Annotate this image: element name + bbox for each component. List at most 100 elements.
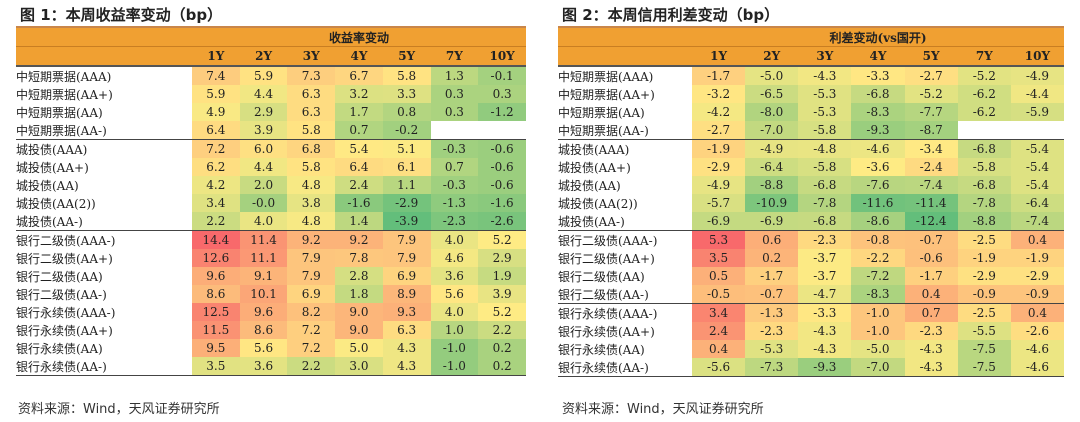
value-cell: 5.2 xyxy=(478,303,526,321)
value-cell: -2.7 xyxy=(692,121,746,140)
value-cell: 6.4 xyxy=(192,121,240,140)
row-label: 城投债(AA) xyxy=(16,178,79,193)
value-cell: -7.4 xyxy=(1010,212,1064,231)
value-cell: 7.2 xyxy=(192,139,240,158)
value-cell: 6.7 xyxy=(335,66,383,85)
row-label: 城投债(AA-) xyxy=(558,212,692,231)
value-cell: 7.9 xyxy=(287,267,336,285)
value-cell: -5.8 xyxy=(798,158,852,176)
tenor-header: 3Y xyxy=(798,46,852,67)
row-label: 中短期票据(AA-) xyxy=(16,121,192,140)
value-cell: 1.9 xyxy=(478,267,526,285)
value-cell: 3.6 xyxy=(239,357,288,376)
value-cell: 0.7 xyxy=(904,303,958,322)
table-row: 城投债(AA) -4.9 -8.8 -6.8 -7.6 -7.4 -6.8 -5.4 xyxy=(558,176,1064,194)
table-row: 城投债(AA(2)) -5.7 -10.9 -7.8 -11.6 -11.4 -7.8 -6.… xyxy=(558,194,1064,212)
value-cell: -1.6 xyxy=(478,194,526,212)
value-cell xyxy=(430,121,479,140)
value-cell: 4.0 xyxy=(430,303,479,321)
value-cell: -0.1 xyxy=(478,66,526,85)
value-cell: 4.8 xyxy=(287,176,336,194)
figure-2-source: 资料来源：Wind，天风证券研究所 xyxy=(562,402,764,417)
value-cell: 11.4 xyxy=(239,230,288,249)
value-cell: -5.0 xyxy=(851,340,905,358)
tenor-header: 7Y xyxy=(957,46,1011,67)
value-cell: 9.5 xyxy=(192,339,240,357)
row-label: 银行永续债(AA+) xyxy=(16,323,113,338)
value-cell: 0.3 xyxy=(478,85,526,103)
value-cell: 5.6 xyxy=(430,285,479,303)
row-label: 银行二级债(AA-) xyxy=(16,287,107,302)
value-cell: -1.6 xyxy=(335,194,383,212)
tenor-header: 2Y xyxy=(239,46,288,67)
row-label: 中短期票据(AA) xyxy=(16,105,103,120)
table-row: 城投债(AA+) -2.9 -6.4 -5.8 -3.6 -2.4 -5.8 -5.4 xyxy=(558,158,1064,176)
value-cell: 1.3 xyxy=(430,66,479,85)
value-cell: 2.9 xyxy=(478,249,526,267)
table-row: 中短期票据(AA-) -2.7 -7.0 -5.8 -9.3 -8.7 xyxy=(558,121,1064,140)
value-cell: 6.9 xyxy=(287,285,336,303)
value-cell: 7.4 xyxy=(192,66,240,85)
value-cell: -1.7 xyxy=(904,267,958,285)
value-cell: -5.3 xyxy=(798,103,852,121)
table-row: 银行二级债(AA-) 8.6 10.1 6.9 1.8 8.9 5.6 3.9 xyxy=(16,285,526,303)
value-cell: 0.2 xyxy=(478,357,526,376)
value-cell: 0.4 xyxy=(904,285,958,304)
value-cell: 9.3 xyxy=(382,303,431,321)
value-cell: 0.3 xyxy=(430,103,479,121)
value-cell: 8.2 xyxy=(287,303,336,321)
value-cell: -0.6 xyxy=(478,158,526,176)
value-cell: -0.6 xyxy=(904,249,958,267)
value-cell: 6.0 xyxy=(239,139,288,158)
value-cell: 2.2 xyxy=(287,357,336,376)
value-cell: 2.8 xyxy=(335,267,383,285)
value-cell: 5.3 xyxy=(692,230,746,249)
value-cell: -6.8 xyxy=(798,176,852,194)
value-cell: -1.0 xyxy=(430,339,479,357)
figure-2-title-rule xyxy=(558,26,1064,28)
figure-1-title: 图 1：本周收益率变动（bp） xyxy=(20,6,223,24)
value-cell: 2.2 xyxy=(478,321,526,339)
value-cell: 3.4 xyxy=(692,303,746,322)
table-row: 中短期票据(AA+) 5.9 4.4 6.3 3.2 3.3 0.3 0.3 xyxy=(16,85,526,103)
table-row: 银行永续债(AAA-) 3.4 -1.3 -3.3 -1.0 0.7 -2.5 0.4 xyxy=(558,303,1064,322)
value-cell: -5.3 xyxy=(798,85,852,103)
value-cell: 7.8 xyxy=(335,249,383,267)
value-cell: -4.3 xyxy=(904,340,958,358)
value-cell: -0.3 xyxy=(430,139,479,158)
table-row: 银行永续债(AA) 9.5 5.6 7.2 5.0 4.3 -1.0 0.2 xyxy=(16,339,526,357)
value-cell: 5.1 xyxy=(382,139,431,158)
row-label: 中短期票据(AA+) xyxy=(558,87,655,102)
value-cell: 8.9 xyxy=(382,285,431,303)
value-cell: -4.6 xyxy=(1010,340,1064,358)
tenor-header: 1Y xyxy=(692,46,746,67)
value-cell: -5.0 xyxy=(745,66,799,85)
table-row: 银行永续债(AA) 0.4 -5.3 -4.3 -5.0 -4.3 -7.5 -4.6 xyxy=(558,340,1064,358)
value-cell: -7.0 xyxy=(851,358,905,377)
value-cell: 5.8 xyxy=(382,66,431,85)
value-cell: 0.4 xyxy=(1010,303,1064,322)
row-label: 城投债(AA+) xyxy=(558,160,631,175)
value-cell: 0.2 xyxy=(745,249,799,267)
value-cell: 11.5 xyxy=(192,321,240,339)
value-cell: -2.7 xyxy=(904,66,958,85)
value-cell: -0.7 xyxy=(745,285,799,304)
table-row: 中短期票据(AA+) -3.2 -6.5 -5.3 -6.8 -5.2 -6.2 -4.4 xyxy=(558,85,1064,103)
row-label: 银行二级债(AA) xyxy=(16,269,103,284)
value-cell: 1.0 xyxy=(430,321,479,339)
table-row: 城投债(AAA) 7.2 6.0 6.8 5.4 5.1 -0.3 -0.6 xyxy=(16,139,526,158)
value-cell: -5.8 xyxy=(957,158,1011,176)
value-cell: 0.8 xyxy=(382,103,431,121)
value-cell: 4.0 xyxy=(239,212,288,231)
value-cell: -8.3 xyxy=(851,285,905,304)
value-cell: -6.2 xyxy=(957,103,1011,121)
figure-1-body: 中短期票据(AAA) 7.4 5.9 7.3 6.7 5.8 1.3 -0.1 中短期票据(AA… xyxy=(16,66,526,376)
value-cell: -6.2 xyxy=(957,85,1011,103)
value-cell: -9.3 xyxy=(851,121,905,140)
table-row: 银行二级债(AA) 9.6 9.1 7.9 2.8 6.9 3.6 1.9 xyxy=(16,267,526,285)
row-label: 银行二级债(AAA-) xyxy=(558,233,658,248)
value-cell: -5.8 xyxy=(798,121,852,140)
figure-1-source: 资料来源：Wind，天风证券研究所 xyxy=(18,402,220,417)
value-cell: -0.6 xyxy=(478,176,526,194)
row-label: 城投债(AAA) xyxy=(558,142,630,157)
